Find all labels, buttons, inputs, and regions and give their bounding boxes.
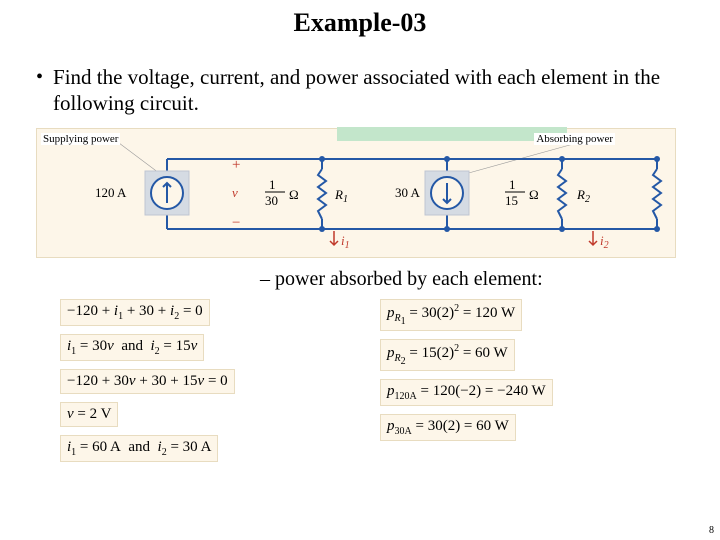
equations-left: −120 + i1 + 30 + i2 = 0 i1 = 30v and i2 … [60,299,360,462]
voltage-plus: + [232,157,240,173]
eq-v: v = 2 V [60,402,118,427]
eq-pr1: pR1 = 30(2)2 = 120 W [380,299,522,331]
eq-p30: p30A = 30(2) = 60 W [380,414,516,441]
circuit-svg: 120 A 30 A + v − 1 30 Ω R1 1 15 Ω R2 i1 … [37,129,677,259]
eq-subst: −120 + 30v + 30 + 15v = 0 [60,369,235,394]
absorbing-annotation: Absorbing power [534,133,615,145]
r1-value: 1 [269,177,276,192]
r1-name: R1 [334,187,348,205]
svg-text:Ω: Ω [289,187,299,202]
i1-label: i1 [341,233,350,251]
equations-right: pR1 = 30(2)2 = 120 W pR2 = 15(2)2 = 60 W… [380,299,680,462]
page-title: Example-03 [0,0,720,38]
voltage-minus: − [232,215,240,231]
eq-ohm: i1 = 30v and i2 = 15v [60,334,204,361]
source1-label: 120 A [95,185,127,200]
eq-pr2: pR2 = 15(2)2 = 60 W [380,339,515,371]
bullet-marker: • [36,64,43,90]
sub-bullet: – power absorbed by each element: [260,268,720,291]
source2-label: 30 A [395,185,421,200]
svg-text:Ω: Ω [529,187,539,202]
equation-columns: −120 + i1 + 30 + i2 = 0 i1 = 30v and i2 … [0,299,720,462]
svg-text:30: 30 [265,193,278,208]
svg-text:15: 15 [505,193,518,208]
voltage-symbol: v [232,185,238,200]
highlight-bar [337,127,567,141]
supplying-annotation: Supplying power [41,133,120,145]
main-bullet: • Find the voltage, current, and power a… [0,64,720,116]
eq-p120: p120A = 120(−2) = −240 W [380,379,553,406]
eq-kcl: −120 + i1 + 30 + i2 = 0 [60,299,210,326]
eq-currents: i1 = 60 A and i2 = 30 A [60,435,218,462]
bullet-text: Find the voltage, current, and power ass… [53,64,690,116]
circuit-diagram: Supplying power Absorbing power 120 A [36,128,676,258]
svg-text:1: 1 [509,177,516,192]
r2-name: R2 [576,187,590,205]
i2-label: i2 [600,233,609,251]
page-number: 8 [709,525,714,536]
